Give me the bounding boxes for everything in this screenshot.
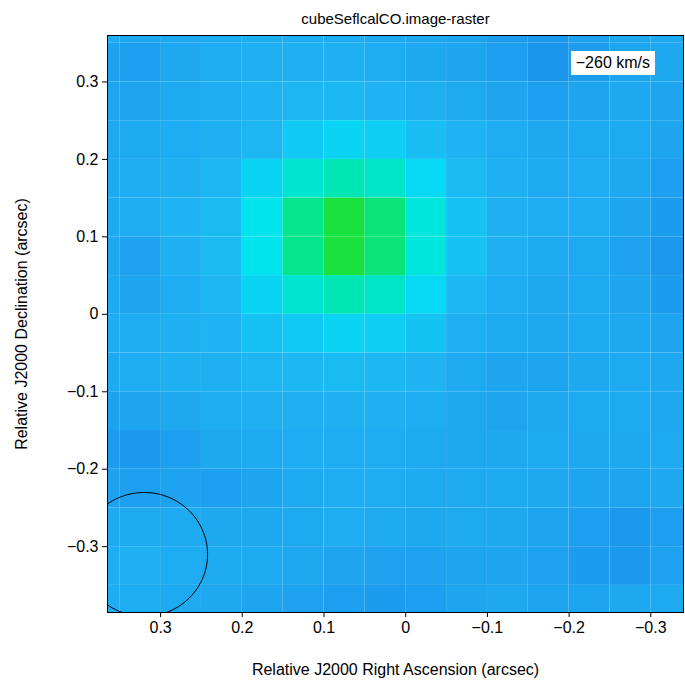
- svg-text:0.1: 0.1: [76, 228, 98, 245]
- html-text:−260 km/s: −260 km/s: [575, 54, 650, 71]
- svg-text:0: 0: [90, 305, 99, 322]
- svg-text:0: 0: [401, 619, 410, 636]
- svg-text:−0.3: −0.3: [635, 619, 667, 636]
- svg-text:0.3: 0.3: [149, 619, 171, 636]
- svg-text:Relative J2000 Right Ascension: Relative J2000 Right Ascension (arcsec): [252, 661, 539, 678]
- svg-text:−0.3: −0.3: [67, 538, 99, 555]
- svg-text:0.3: 0.3: [76, 73, 98, 90]
- svg-text:0.2: 0.2: [231, 619, 253, 636]
- svg-text:−0.1: −0.1: [472, 619, 504, 636]
- svg-text:0.1: 0.1: [313, 619, 335, 636]
- svg-text:−0.1: −0.1: [67, 383, 99, 400]
- svg-text:−0.2: −0.2: [67, 460, 99, 477]
- svg-text:0.2: 0.2: [76, 151, 98, 168]
- svg-text:−0.2: −0.2: [553, 619, 585, 636]
- svg-text:cubeSeflcalCO.image-raster: cubeSeflcalCO.image-raster: [301, 10, 489, 27]
- svg-text:Relative J2000 Declination (ar: Relative J2000 Declination (arcsec): [13, 198, 30, 450]
